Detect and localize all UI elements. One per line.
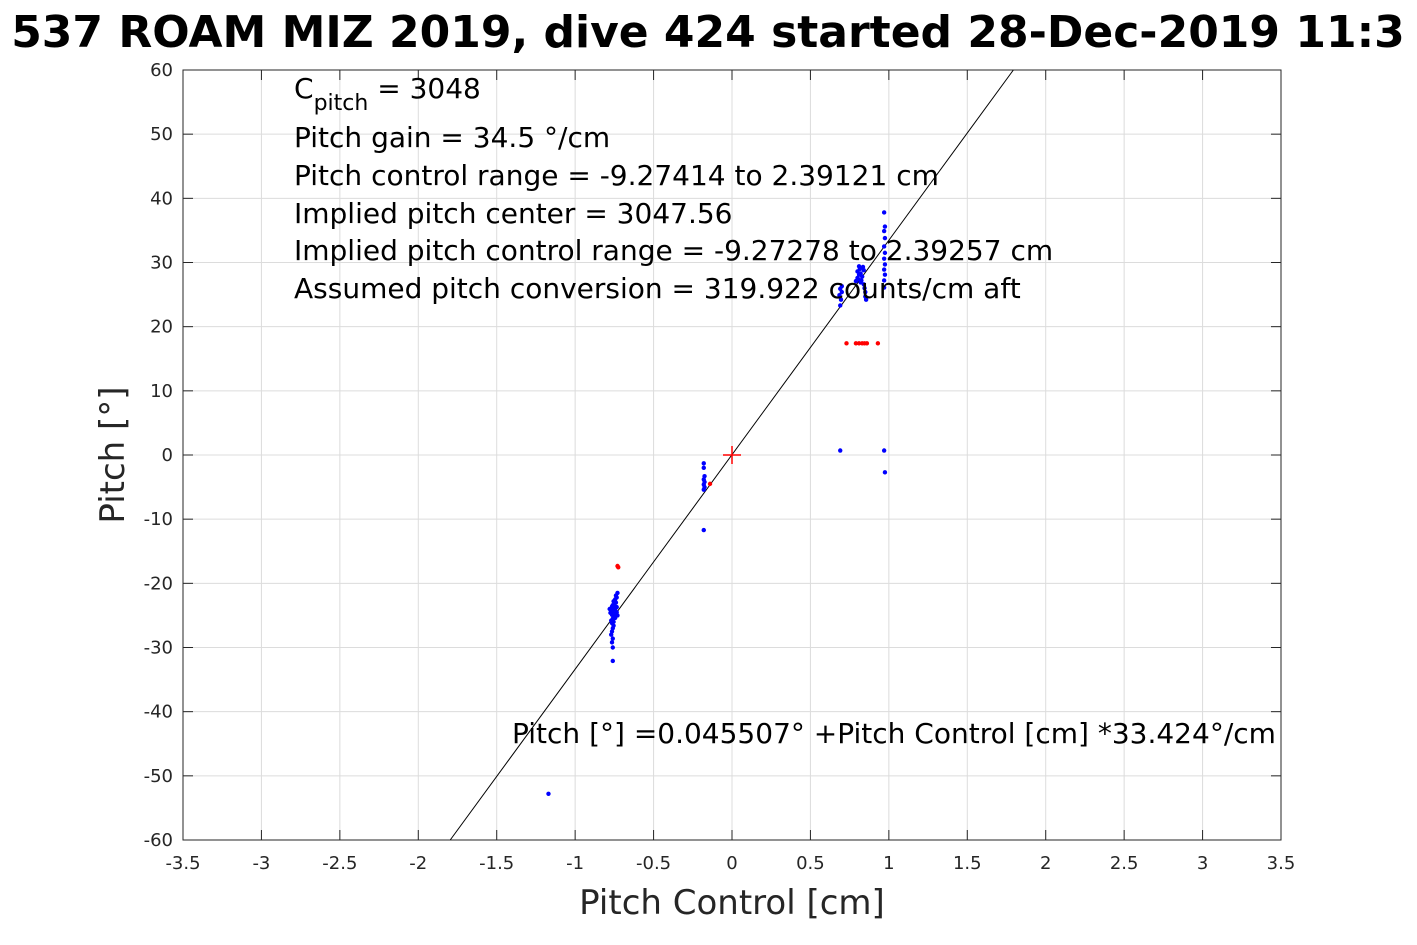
data-point bbox=[844, 341, 849, 346]
data-point bbox=[856, 264, 862, 269]
data-point bbox=[881, 228, 887, 234]
data-point bbox=[881, 285, 887, 290]
x-tick-label: 0.5 bbox=[796, 853, 825, 874]
y-tick-label: 20 bbox=[150, 317, 173, 338]
x-tick-label: 3.5 bbox=[1267, 853, 1296, 874]
c-pitch-value: = 3048 bbox=[368, 72, 481, 105]
y-tick-label: 50 bbox=[150, 124, 173, 145]
y-tick-label: -20 bbox=[144, 573, 173, 594]
data-point bbox=[882, 470, 888, 475]
data-point bbox=[614, 604, 619, 610]
x-tick-label: -3 bbox=[252, 853, 270, 874]
data-point bbox=[862, 285, 867, 291]
data-point bbox=[610, 636, 615, 641]
y-tick-label: 10 bbox=[150, 381, 173, 402]
implied-pitch-center-annotation: Implied pitch center = 3047.56 bbox=[294, 197, 732, 230]
y-tick-label: -50 bbox=[144, 766, 173, 787]
data-point bbox=[882, 235, 888, 241]
data-point bbox=[881, 278, 887, 283]
data-point bbox=[707, 481, 713, 487]
axis-ticks bbox=[182, 69, 1282, 841]
data-point bbox=[610, 602, 615, 608]
c-pitch-subscript: pitch bbox=[314, 91, 369, 116]
data-point bbox=[615, 563, 620, 569]
data-point bbox=[881, 448, 887, 453]
fit-equation: Pitch [°] =0.045507° +Pitch Control [cm]… bbox=[512, 717, 1276, 750]
y-tick-label: -60 bbox=[144, 830, 173, 851]
data-point bbox=[882, 224, 888, 229]
data-point bbox=[882, 272, 888, 277]
data-point bbox=[863, 297, 869, 302]
data-point bbox=[881, 244, 887, 249]
annotation-block: Cpitch = 3048 Pitch gain = 34.5 °/cm Pit… bbox=[294, 72, 1053, 305]
data-point bbox=[609, 640, 615, 645]
data-point bbox=[839, 284, 844, 289]
y-tick-label: 30 bbox=[150, 253, 173, 274]
data-point bbox=[837, 293, 842, 298]
data-point bbox=[856, 276, 861, 282]
center-marker bbox=[723, 446, 741, 464]
data-point bbox=[838, 303, 843, 308]
x-tick-label: -3.5 bbox=[165, 853, 200, 874]
chart-title: 537 ROAM MIZ 2019, dive 424 started 28-D… bbox=[11, 7, 1405, 58]
pitch-conversion-annotation: Assumed pitch conversion = 319.922 count… bbox=[294, 272, 1021, 305]
data-point bbox=[875, 341, 881, 346]
x-tick-label: -1.5 bbox=[479, 853, 514, 874]
data-point bbox=[610, 658, 615, 664]
x-tick-label: 2.5 bbox=[1110, 853, 1139, 874]
data-point bbox=[701, 465, 706, 471]
x-tick-label: -0.5 bbox=[636, 853, 671, 874]
grid bbox=[182, 69, 1282, 841]
data-point bbox=[701, 527, 706, 533]
data-point bbox=[863, 289, 868, 295]
x-tick-label: 2 bbox=[1040, 853, 1051, 874]
data-point bbox=[607, 606, 612, 612]
c-pitch-symbol: C bbox=[294, 72, 314, 105]
data-point bbox=[860, 264, 866, 270]
y-tick-label: 60 bbox=[150, 60, 173, 81]
data-point bbox=[882, 262, 888, 267]
data-point bbox=[615, 590, 620, 596]
x-tick-label: 3 bbox=[1197, 853, 1208, 874]
x-tick-label: 1 bbox=[883, 853, 894, 874]
data-point bbox=[881, 256, 887, 261]
x-tick-label: -2 bbox=[409, 853, 427, 874]
y-tick-label: 0 bbox=[162, 445, 173, 466]
y-tick-label: -30 bbox=[144, 638, 173, 659]
data-points bbox=[546, 210, 888, 796]
pitch-control-range-annotation: Pitch control range = -9.27414 to 2.3912… bbox=[294, 159, 939, 192]
data-point bbox=[881, 267, 887, 272]
data-point bbox=[702, 473, 707, 479]
data-point bbox=[853, 341, 859, 346]
x-tick-label: 0 bbox=[726, 853, 737, 874]
data-point bbox=[610, 645, 615, 650]
data-point bbox=[611, 619, 616, 625]
y-tick-label: -40 bbox=[144, 702, 173, 723]
y-tick-label: -10 bbox=[144, 509, 173, 530]
data-point bbox=[546, 791, 551, 796]
data-point bbox=[858, 280, 863, 285]
data-point bbox=[838, 297, 844, 302]
data-point bbox=[612, 615, 618, 621]
implied-pitch-range-annotation: Implied pitch control range = -9.27278 t… bbox=[294, 234, 1053, 267]
x-tick-labels: -3.5 -3 -2.5 -2 -1.5 -1 -0.5 0 0.5 1 1.5 2 2.5 3 3.5 bbox=[165, 853, 1295, 874]
data-point bbox=[882, 250, 888, 256]
x-tick-label: -1 bbox=[566, 853, 584, 874]
pitch-gain-annotation: Pitch gain = 34.5 °/cm bbox=[294, 121, 610, 154]
data-point bbox=[856, 341, 862, 346]
y-tick-label: 40 bbox=[150, 188, 173, 209]
data-point bbox=[859, 274, 865, 279]
data-point bbox=[838, 448, 843, 453]
data-point bbox=[864, 341, 870, 346]
y-tick-labels: 60 50 40 30 20 10 0 -10 -20 -30 -40 -50 -60 bbox=[144, 60, 173, 851]
x-tick-label: 1.5 bbox=[953, 853, 982, 874]
x-axis-label: Pitch Control [cm] bbox=[579, 883, 885, 923]
c-pitch-annotation: Cpitch = 3048 bbox=[294, 72, 481, 116]
x-tick-label: -2.5 bbox=[322, 853, 357, 874]
data-point bbox=[701, 461, 706, 466]
y-axis-label: Pitch [°] bbox=[93, 386, 133, 523]
data-point bbox=[881, 210, 887, 215]
